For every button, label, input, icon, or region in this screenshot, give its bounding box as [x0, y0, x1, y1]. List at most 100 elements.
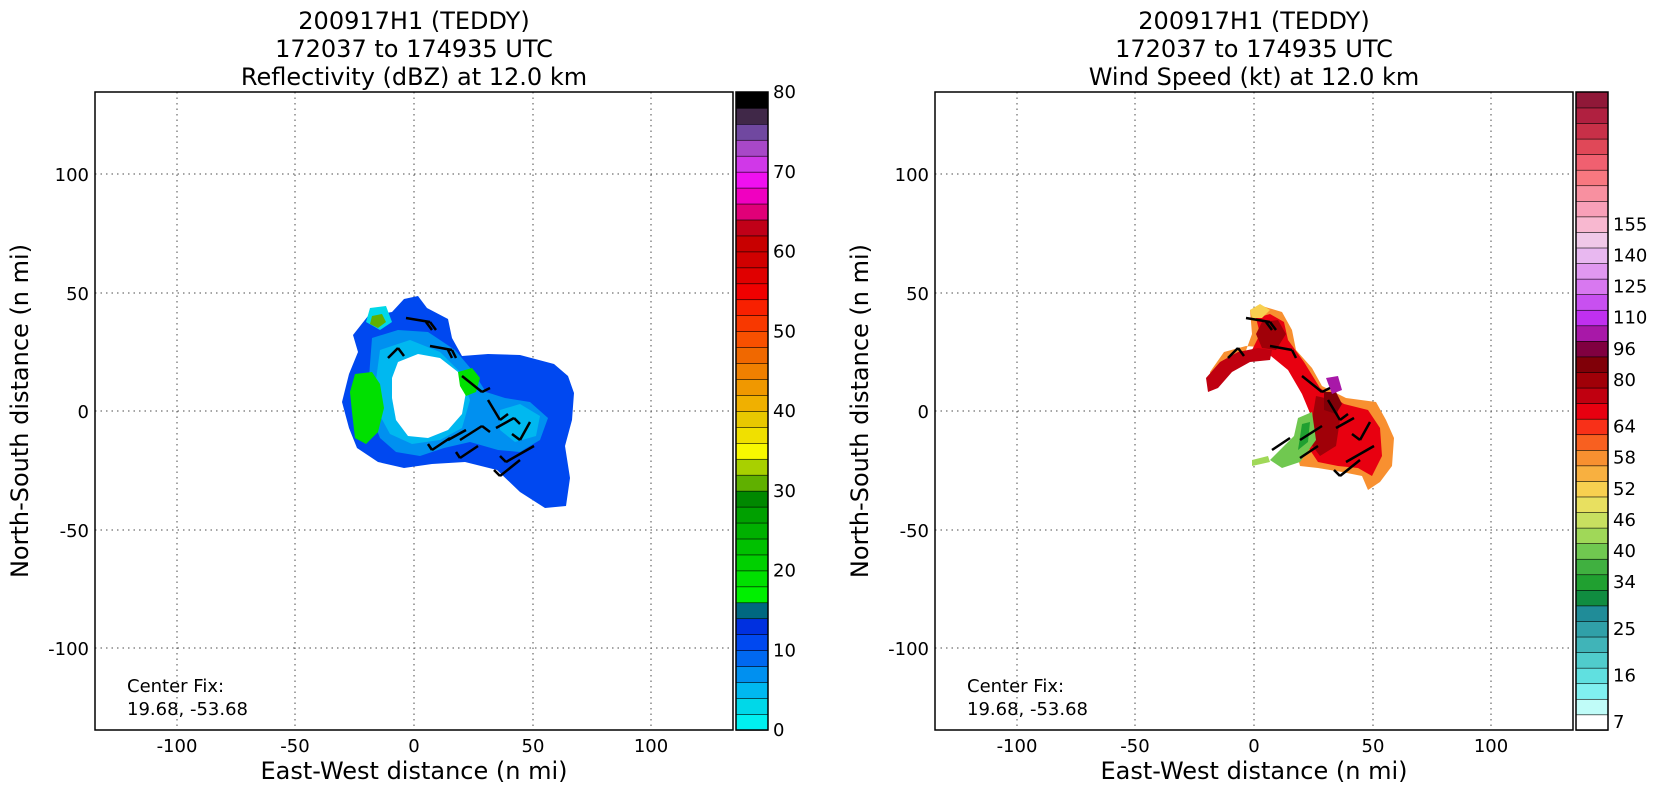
colorbar-cell	[1575, 465, 1609, 482]
colorbar-tick-label: 10	[773, 640, 796, 661]
y-tick-label: 100	[55, 165, 89, 186]
colorbar-cell	[735, 665, 769, 683]
chart-title-line-2: 172037 to 174935 UTC	[275, 35, 553, 63]
wind-barbs	[1227, 316, 1375, 477]
colorbar-cell	[1575, 605, 1609, 622]
x-tick-label: 0	[1248, 736, 1259, 757]
colorbar-cell	[735, 378, 769, 396]
colorbar-cell	[735, 586, 769, 604]
colorbar-tick-label: 70	[773, 162, 796, 183]
colorbar-cell	[735, 618, 769, 635]
plot-area	[94, 91, 734, 731]
wind-speed-field	[1206, 304, 1394, 490]
colorbar-tick-label: 52	[1613, 479, 1636, 500]
colorbar-tick-label: 125	[1613, 277, 1647, 298]
colorbar-cell	[1575, 542, 1609, 560]
y-axis-label: North-South distance (n mi)	[846, 244, 874, 578]
colorbar-cell	[1575, 620, 1609, 638]
colorbar-cell	[735, 474, 769, 492]
colorbar-cell	[1575, 107, 1609, 124]
colorbar-cell	[735, 283, 769, 301]
colorbar-cell	[1575, 340, 1609, 358]
colorbar-cell	[735, 330, 769, 348]
y-axis: 100 50 0 -50 -100	[48, 165, 89, 660]
colorbar-cell	[735, 155, 769, 173]
colorbar-cell	[1575, 496, 1609, 513]
colorbar-cell	[735, 522, 769, 540]
x-tick-label: -100	[157, 736, 198, 757]
colorbar-tick-label: 155	[1613, 214, 1647, 235]
colorbar-cell	[735, 633, 769, 651]
colorbar-cell	[1575, 200, 1609, 218]
colorbar-cell	[1575, 574, 1609, 591]
chart-title-line-2: 172037 to 174935 UTC	[1115, 35, 1393, 63]
y-tick-label: 0	[918, 402, 929, 423]
colorbar-cells	[735, 91, 769, 731]
y-tick-label: 50	[906, 284, 929, 305]
plot-area	[934, 91, 1574, 731]
chart-title-line-3: Reflectivity (dBZ) at 12.0 km	[241, 63, 587, 91]
colorbar-cell	[1575, 216, 1609, 233]
colorbar-cell	[1575, 651, 1609, 669]
reflectivity-green-north	[370, 314, 386, 328]
x-axis: -100 -50 0 50 100	[157, 736, 669, 757]
colorbar-cell	[1575, 418, 1609, 436]
colorbar-cell	[1575, 293, 1609, 311]
x-tick-label: 50	[1362, 736, 1385, 757]
y-tick-label: -100	[888, 639, 929, 660]
wind-yellow-edge	[1250, 304, 1270, 318]
chart-title-line-3: Wind Speed (kt) at 12.0 km	[1089, 63, 1420, 91]
colorbar-cell	[1575, 480, 1609, 498]
colorbar-cell	[735, 410, 769, 428]
reflectivity-panel: 200917H1 (TEDDY) 172037 to 174935 UTC Re…	[6, 7, 796, 785]
colorbar-tick-label: 40	[773, 401, 796, 422]
colorbar-cell	[1575, 527, 1609, 544]
colorbar-cell	[735, 235, 769, 253]
colorbar-cell	[735, 554, 769, 572]
colorbar-cell	[735, 602, 769, 620]
y-axis-label: North-South distance (n mi)	[6, 244, 34, 578]
colorbar-tick-label: 64	[1613, 417, 1636, 438]
colorbar-cell	[735, 538, 769, 556]
colorbar-tick-label: 7	[1613, 712, 1624, 733]
colorbar-cell	[735, 203, 769, 221]
reflectivity-eye	[392, 354, 466, 438]
center-fix-label: Center Fix:	[967, 676, 1064, 697]
wind-green-tail	[1252, 456, 1270, 466]
colorbar-cell	[1575, 402, 1609, 420]
colorbar-cell	[1575, 356, 1609, 373]
colorbar-tick-label: 50	[773, 321, 796, 342]
colorbar-cell	[735, 570, 769, 588]
colorbar-frame	[735, 91, 769, 731]
colorbar-cell	[1575, 683, 1609, 700]
x-tick-label: -50	[1120, 736, 1149, 757]
colorbar-cell	[1575, 667, 1609, 685]
colorbar-tick-label: 46	[1613, 510, 1636, 531]
colorbar-cell	[1575, 309, 1609, 327]
y-tick-label: -50	[900, 521, 929, 542]
colorbar-tick-label: 110	[1613, 308, 1647, 329]
colorbar-tick-label: 60	[773, 242, 796, 263]
center-fix-value: 19.68, -53.68	[967, 699, 1088, 720]
y-tick-label: 100	[895, 165, 929, 186]
colorbar-cell	[735, 649, 769, 667]
colorbar-cell	[735, 394, 769, 412]
colorbar-cell	[1575, 278, 1609, 295]
colorbar-cell	[1575, 589, 1609, 607]
colorbar-tick-label: 0	[773, 720, 784, 741]
colorbar-frame	[1575, 91, 1609, 731]
y-tick-label: 0	[78, 402, 89, 423]
y-axis: 100 50 0 -50 -100	[888, 165, 929, 660]
colorbar-cell	[735, 187, 769, 205]
plot-frame	[94, 91, 734, 731]
x-tick-label: -100	[997, 736, 1038, 757]
colorbar-tick-label: 20	[773, 561, 796, 582]
colorbar-cell	[1575, 387, 1609, 404]
plot-frame	[934, 91, 1574, 731]
chart-title-line-1: 200917H1 (TEDDY)	[1138, 7, 1369, 35]
colorbar-tick-label: 16	[1613, 666, 1636, 687]
colorbar-labels: 7 16 25 34 40 46 52 58 64 80 96 110 125 140 155	[1613, 214, 1647, 733]
colorbar-cell	[1575, 698, 1609, 716]
colorbar-cell	[1575, 636, 1609, 653]
colorbar-tick-label: 96	[1613, 339, 1636, 360]
